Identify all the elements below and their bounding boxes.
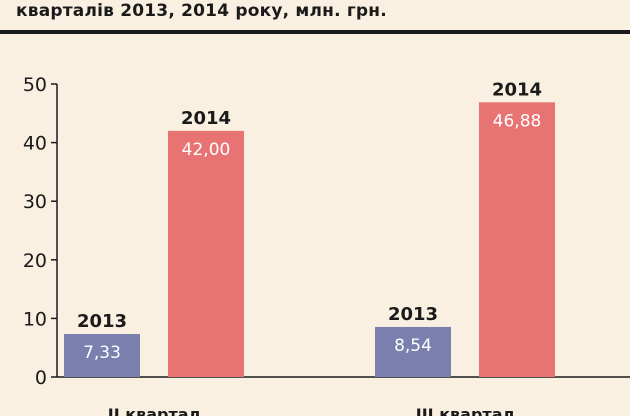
chart-title: кварталів 2013, 2014 року, млн. грн. bbox=[16, 1, 387, 21]
y-tick-label: 40 bbox=[23, 133, 47, 155]
bar-2013-1 bbox=[64, 334, 140, 377]
data-label: 7,33 bbox=[83, 343, 121, 363]
bar-2014-1 bbox=[168, 130, 244, 377]
series-label: 2013 bbox=[388, 304, 438, 325]
data-label: 42,00 bbox=[182, 140, 231, 160]
series-label: 2013 bbox=[77, 311, 127, 332]
series-label: 2014 bbox=[492, 79, 542, 100]
y-tick-label: 0 bbox=[35, 367, 47, 389]
y-tick-label: 30 bbox=[23, 191, 47, 213]
series-label: 2014 bbox=[181, 108, 231, 129]
category-label: II квартал bbox=[108, 405, 201, 416]
y-tick-label: 10 bbox=[23, 308, 47, 330]
bar-2013-2 bbox=[375, 326, 451, 377]
title-rule bbox=[0, 30, 630, 34]
y-tick-label: 50 bbox=[23, 74, 47, 96]
bar-2014-2 bbox=[479, 102, 555, 377]
data-label: 46,88 bbox=[493, 111, 542, 131]
data-label: 8,54 bbox=[394, 336, 432, 356]
category-label: III квартал bbox=[416, 405, 514, 416]
y-tick-label: 20 bbox=[23, 250, 47, 272]
